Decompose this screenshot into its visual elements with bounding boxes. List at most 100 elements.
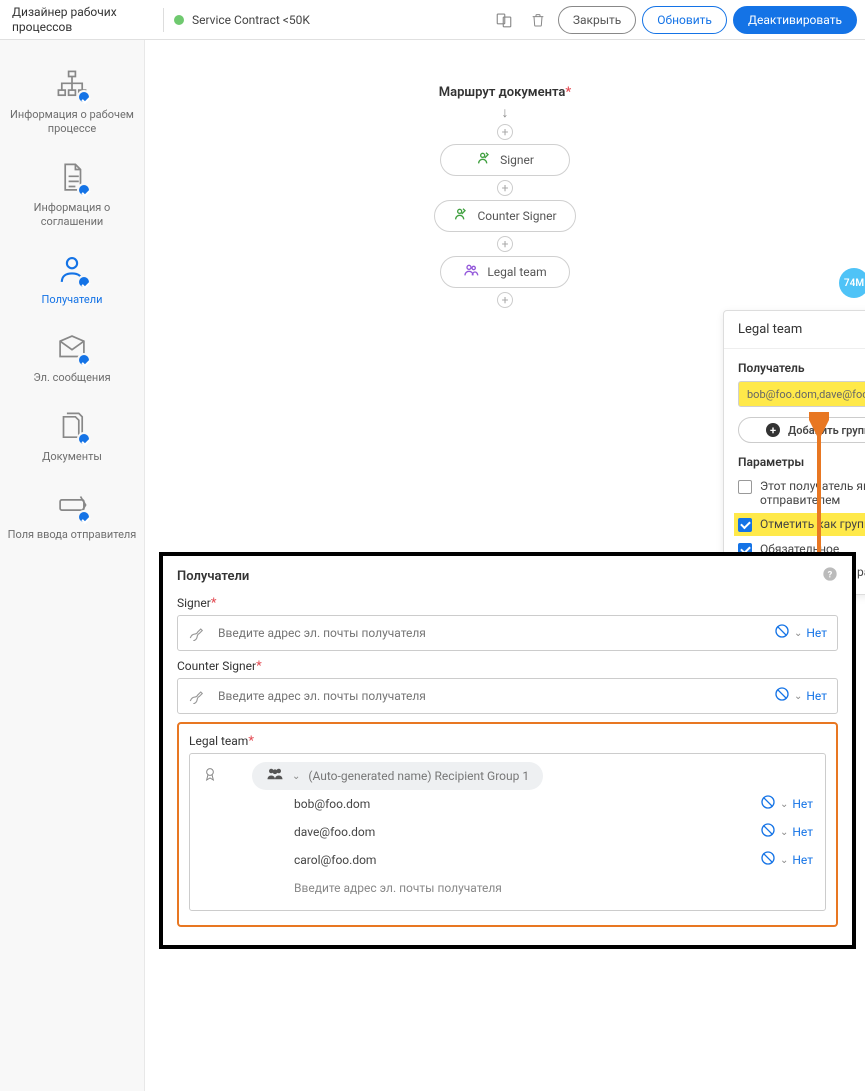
recipient-label: Counter Signer [177,659,256,673]
flowchart-icon [55,68,89,102]
recipient-label: Signer [177,596,211,610]
group-member-row: bob@foo.dom ⌄ Нет [196,790,819,818]
envelope-icon [55,331,89,365]
popover-header: Legal team [724,311,865,349]
popover-title: Legal team [738,322,865,337]
deactivate-button[interactable]: Деактивировать [733,6,857,34]
sidebar-item-documents[interactable]: Документы [0,400,144,478]
sidebar-item-label: Информация о соглашении [6,201,138,230]
badge-icon [202,766,218,786]
group-member-row: dave@foo.dom ⌄ Нет [196,818,819,846]
group-name: (Auto-generated name) Recipient Group 1 [308,769,529,783]
recipient-group-pill[interactable]: ⌄ (Auto-generated name) Recipient Group … [252,762,543,790]
sidebar-item-sender-fields[interactable]: Поля ввода отправителя [0,478,144,556]
sidebar-item-emails[interactable]: Эл. сообщения [0,321,144,399]
app-title: Дизайнер рабочих процессов [8,5,153,34]
auth-method[interactable]: Нет [792,797,813,811]
documents-icon [55,410,89,444]
sidebar-item-label: Получатели [42,293,103,307]
required-asterisk: * [211,596,217,611]
recipient-group-box: Legal team* ⌄ (Auto-generated name) Reci… [177,722,838,927]
add-node-button[interactable]: + [497,236,513,252]
required-asterisk: * [248,734,254,749]
checkbox-label: Этот получатель является отправителем [760,479,865,507]
sidebar-item-label: Информация о рабочем процессе [6,108,138,137]
pen-icon [188,623,206,644]
add-node-button[interactable]: + [497,180,513,196]
recipient-row[interactable]: ⌄ Нет [177,615,838,651]
add-node-button[interactable]: + [497,292,513,308]
route-title: Маршрут документа* [145,40,865,100]
prohibit-icon[interactable] [774,686,790,706]
header-actions: Закрыть Обновить Деактивировать [490,6,857,34]
sidebar-item-agreement-info[interactable]: Информация о соглашении [0,151,144,244]
checkbox-label: Отметить как группу получателей [760,517,865,531]
email-placeholder: Введите адрес эл. почты получателя [294,881,502,895]
chevron-down-icon[interactable]: ⌄ [794,691,802,702]
recipients-overlay: Получатели ? Signer* ⌄ Нет Counter Signe… [159,552,856,949]
params-label: Параметры [738,455,865,469]
prohibit-icon[interactable] [760,822,776,842]
sidebar-item-label: Эл. сообщения [33,371,110,385]
overlay-title: Получатели [177,569,822,584]
add-member-input-row[interactable]: Введите адрес эл. почты получателя [196,874,819,902]
add-group-label: Добавить группу получателей [788,424,865,437]
email-input[interactable] [218,689,762,703]
checkbox-mark-as-group[interactable]: Отметить как группу получателей [734,513,865,536]
trash-icon[interactable] [524,6,552,34]
divider [163,8,164,32]
refresh-button[interactable]: Обновить [642,6,727,34]
status-dot-icon [174,15,184,25]
recipient-block-counter-signer: Counter Signer* ⌄ Нет [177,659,838,714]
prohibit-icon[interactable] [760,850,776,870]
chevron-down-icon[interactable]: ⌄ [780,855,788,866]
sidebar-item-workflow-info[interactable]: Информация о рабочем процессе [0,58,144,151]
pen-icon [188,686,206,707]
help-icon[interactable]: ? [822,566,838,586]
document-icon [55,161,89,195]
app-header: Дизайнер рабочих процессов Service Contr… [0,0,865,40]
flow-node-counter-signer[interactable]: Counter Signer [434,200,575,232]
group-member-row: carol@foo.dom ⌄ Нет [196,846,819,874]
route-title-text: Маршрут документа [439,85,566,100]
auth-method[interactable]: Нет [806,689,827,703]
chevron-down-icon[interactable]: ⌄ [794,628,802,639]
signer-icon [476,150,492,170]
chevron-down-icon[interactable]: ⌄ [780,799,788,810]
prohibit-icon[interactable] [774,623,790,643]
chevron-down-icon[interactable]: ⌄ [780,827,788,838]
node-label: Signer [500,153,534,167]
recipient-row[interactable]: ⌄ Нет [177,678,838,714]
sidebar-item-recipients[interactable]: Получатели [0,243,144,321]
floating-badge[interactable]: 74M [839,268,865,298]
close-button[interactable]: Закрыть [558,6,636,34]
document-flow: ↓ + Signer + Counter Signer + Legal [145,106,865,312]
add-recipient-group-button[interactable]: + Добавить группу получателей [738,417,865,443]
workflow-name: Service Contract <50K [192,13,490,27]
member-email: dave@foo.dom [294,825,760,839]
sidebar: ◂ Информация о рабочем процессе Информац… [0,40,145,1091]
templates-icon[interactable] [490,6,518,34]
svg-text:?: ? [828,569,833,580]
required-asterisk: * [565,85,571,100]
person-icon [55,253,89,287]
prohibit-icon[interactable] [760,794,776,814]
node-label: Legal team [487,265,546,279]
flow-node-signer[interactable]: Signer [440,144,570,176]
member-email: carol@foo.dom [294,853,760,867]
add-node-button[interactable]: + [497,124,513,140]
checkbox-icon [738,518,752,532]
recipient-block-signer: Signer* ⌄ Нет [177,596,838,651]
auth-method[interactable]: Нет [806,626,827,640]
sidebar-item-label: Документы [42,450,102,464]
recipient-emails-input[interactable] [738,381,865,407]
people-icon [266,767,284,785]
required-asterisk: * [256,659,262,674]
flow-node-legal-team[interactable]: Legal team [440,256,570,288]
auth-method[interactable]: Нет [792,825,813,839]
checkbox-is-sender[interactable]: Этот получатель является отправителем [738,475,865,511]
auth-method[interactable]: Нет [792,853,813,867]
email-input[interactable] [218,626,762,640]
arrow-down-icon: ↓ [502,106,509,120]
input-field-icon [55,488,89,522]
